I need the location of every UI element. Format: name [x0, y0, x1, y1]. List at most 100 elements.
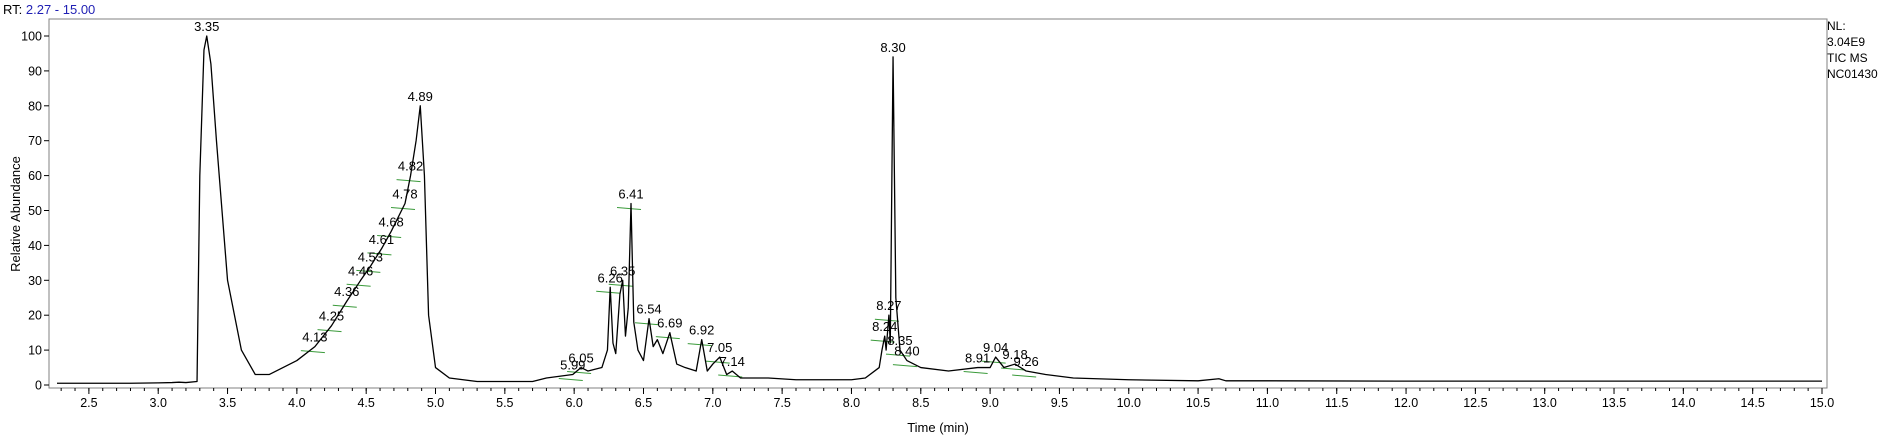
y-tick-label: 30 [28, 274, 42, 288]
peak-label: 6.69 [657, 316, 682, 331]
x-tick-label: 12.5 [1463, 396, 1487, 410]
x-tick-label: 11.5 [1325, 396, 1348, 410]
x-tick-label: 5.5 [496, 396, 513, 410]
peak-label: 6.26 [598, 270, 623, 285]
y-tick-label: 70 [28, 134, 42, 148]
peak-marker [874, 318, 899, 322]
x-tick-label: 3.5 [219, 396, 236, 410]
x-tick-label: 12.0 [1394, 396, 1418, 410]
peak-label: 4.53 [358, 249, 383, 264]
nl-label: NL: [1827, 19, 1846, 33]
peak-markers [300, 179, 1037, 382]
y-axis: 0 10 20 30 40 50 60 70 80 90 100 [21, 30, 49, 393]
peak-label: 4.36 [334, 284, 359, 299]
x-tick-label: 11.0 [1256, 396, 1279, 410]
plot-frame [48, 18, 1828, 389]
scan-type: TIC MS [1827, 51, 1868, 65]
peak-labels: 3.35 4.89 4.82 4.78 4.68 4.61 4.534.46 4.36 4.25… [194, 19, 1039, 373]
x-tick-label: 13.5 [1602, 396, 1626, 410]
x-tick-label: 3.0 [150, 396, 167, 410]
peak-label: 8.24 [872, 319, 897, 334]
x-tick-label: 14.0 [1671, 396, 1695, 410]
peak-marker [300, 350, 325, 354]
peak-label: 8.35 [887, 333, 912, 348]
peak-marker [356, 269, 381, 273]
peak-marker [1001, 367, 1026, 371]
peak-label: 4.68 [378, 214, 403, 229]
peak-label: 9.18 [1002, 347, 1027, 362]
peak-label: 5.99 [560, 358, 585, 373]
peak-label: 6.54 [636, 302, 661, 317]
peak-marker [885, 353, 911, 357]
rt-range-readout: RT: 2.27 - 15.00 [3, 2, 95, 17]
peak-marker [567, 371, 592, 375]
x-tick-label: 8.0 [843, 396, 860, 410]
peak-label: 7.05 [707, 340, 732, 355]
peak-marker [705, 360, 730, 364]
x-tick-label: 10.0 [1117, 396, 1141, 410]
peak-marker [377, 234, 402, 238]
y-tick-label: 60 [28, 169, 42, 183]
tic-trace [57, 35, 1822, 384]
x-tick-label: 7.5 [773, 396, 790, 410]
peak-label: 8.91 [965, 351, 990, 366]
peak-label: 9.04 [983, 340, 1008, 355]
trace-info-panel: NL: 3.04E9 TIC MS NC01430 [1827, 18, 1878, 82]
peak-marker [634, 322, 660, 326]
y-tick-label: 0 [35, 379, 42, 393]
peak-label: 4.61 [369, 232, 394, 247]
nl-value: 3.04E9 [1827, 35, 1866, 49]
peak-label: 6.92 [689, 323, 714, 338]
peak-marker [317, 329, 342, 333]
peak-marker [892, 364, 917, 368]
y-tick-label: 80 [28, 99, 42, 113]
peak-marker [687, 343, 712, 347]
y-tick-label: 50 [28, 204, 42, 218]
peak-marker [596, 290, 621, 294]
peak-label: 6.05 [568, 351, 593, 366]
x-tick-label: 7.0 [704, 396, 721, 410]
x-tick-label: 4.5 [357, 396, 374, 410]
peak-label: 9.26 [1013, 354, 1038, 369]
peak-label: 4.82 [398, 159, 423, 174]
peak-label: 8.40 [894, 344, 919, 359]
x-tick-label: 14.5 [1741, 396, 1765, 410]
x-tick-label: 9.5 [1051, 396, 1068, 410]
y-tick-label: 10 [28, 344, 42, 358]
x-tick-label: 6.0 [565, 396, 582, 410]
x-tick-label: 4.0 [288, 396, 305, 410]
y-tick-label: 40 [28, 239, 42, 253]
rt-range-value: 2.27 - 15.00 [25, 2, 96, 17]
peak-marker [367, 252, 392, 256]
y-tick-label: 20 [28, 309, 42, 323]
peak-label: 6.35 [610, 263, 635, 278]
peak-marker [346, 283, 371, 287]
x-tick-label: 13.0 [1533, 396, 1557, 410]
x-tick-label: 5.0 [427, 396, 444, 410]
peak-label: 4.89 [408, 89, 433, 104]
x-tick-label: 15.0 [1810, 396, 1834, 410]
y-tick-label: 90 [28, 64, 42, 78]
peak-marker [332, 304, 357, 308]
peak-label: 6.41 [618, 187, 643, 202]
peak-label: 8.27 [876, 298, 901, 313]
peak-marker [963, 371, 988, 375]
peak-marker [616, 207, 642, 211]
peak-label: 3.35 [194, 19, 219, 34]
peak-label: 4.46 [348, 263, 373, 278]
peak-label: 4.78 [392, 187, 417, 202]
x-tick-label: 8.5 [912, 396, 929, 410]
peak-label: 8.30 [880, 40, 905, 55]
peak-marker [558, 378, 583, 382]
x-tick-label: 6.5 [635, 396, 652, 410]
peak-label: 7.14 [720, 354, 745, 369]
peak-label: 4.13 [302, 330, 327, 345]
y-axis-title: Relative Abundance [8, 156, 23, 272]
peak-marker [1012, 374, 1037, 378]
x-axis-title: Time (min) [907, 420, 969, 435]
peak-label: 4.25 [319, 309, 344, 324]
sample-id: NC01430 [1827, 67, 1878, 81]
x-tick-label: 2.5 [80, 396, 97, 410]
x-tick-label: 10.5 [1186, 396, 1210, 410]
